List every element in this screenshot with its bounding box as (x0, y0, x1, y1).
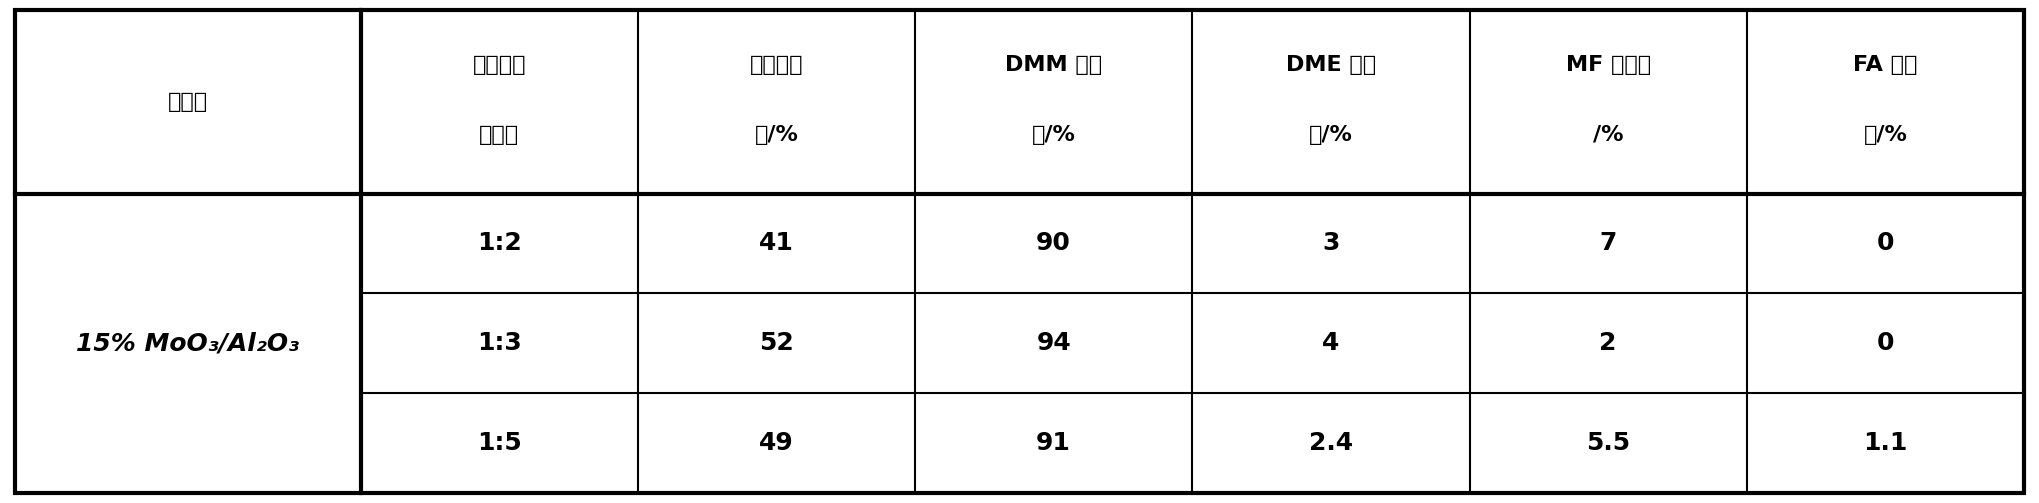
Text: 15% MoO₃/Al₂O₃: 15% MoO₃/Al₂O₃ (75, 331, 300, 355)
Text: 94: 94 (1036, 331, 1070, 355)
Text: 4: 4 (1321, 331, 1340, 355)
Text: 90: 90 (1036, 231, 1070, 256)
Text: 性/%: 性/% (1864, 125, 1906, 145)
Text: 41: 41 (759, 231, 793, 256)
Text: 1:5: 1:5 (477, 431, 522, 455)
Text: 反应氧气: 反应氧气 (473, 55, 526, 75)
Text: FA 选择: FA 选择 (1853, 55, 1917, 75)
Text: 5.5: 5.5 (1586, 431, 1631, 455)
Text: 52: 52 (759, 331, 793, 355)
Text: 1:2: 1:2 (477, 231, 522, 256)
Text: 催化剂: 催化剂 (167, 92, 208, 112)
Text: DMM 选择: DMM 选择 (1005, 55, 1103, 75)
Text: 7: 7 (1599, 231, 1617, 256)
Text: 2.4: 2.4 (1309, 431, 1354, 455)
Text: 49: 49 (759, 431, 793, 455)
Text: 2: 2 (1599, 331, 1617, 355)
Text: 1:3: 1:3 (477, 331, 522, 355)
Text: 氮气比: 氮气比 (479, 125, 520, 145)
Text: 性/%: 性/% (1309, 125, 1352, 145)
Text: 甲醇转化: 甲醇转化 (750, 55, 803, 75)
Text: 0: 0 (1876, 331, 1894, 355)
Text: 率/%: 率/% (754, 125, 799, 145)
Text: 3: 3 (1321, 231, 1340, 256)
Text: /%: /% (1592, 125, 1623, 145)
Text: 0: 0 (1876, 231, 1894, 256)
Text: 1.1: 1.1 (1864, 431, 1909, 455)
Text: 91: 91 (1036, 431, 1070, 455)
Text: DME 选择: DME 选择 (1287, 55, 1376, 75)
Text: 性/%: 性/% (1032, 125, 1077, 145)
Text: MF 选择性: MF 选择性 (1566, 55, 1652, 75)
